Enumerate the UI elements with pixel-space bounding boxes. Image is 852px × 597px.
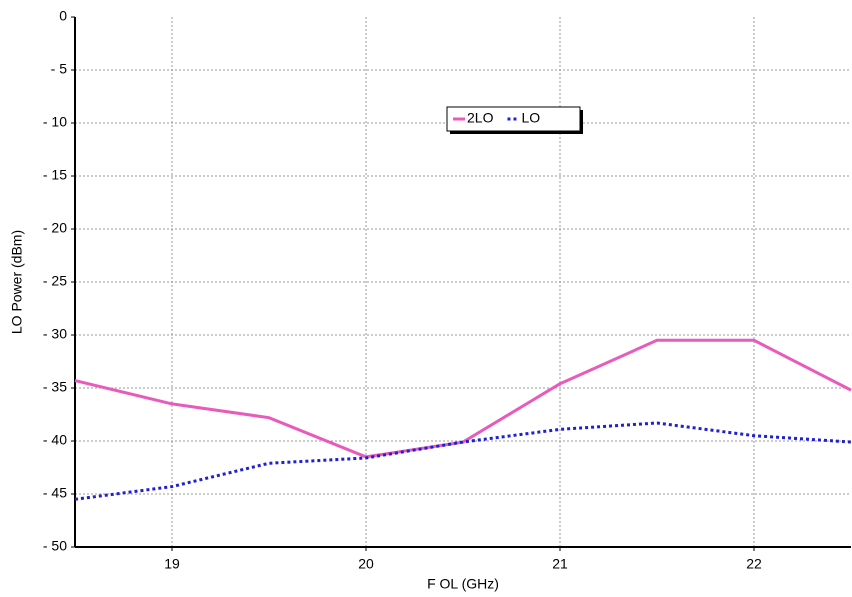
legend-label: LO bbox=[521, 110, 540, 126]
x-tick-label: 20 bbox=[358, 556, 374, 572]
x-tick-label: 22 bbox=[746, 556, 762, 572]
y-tick-label: - 15 bbox=[43, 167, 67, 183]
y-tick-label: - 5 bbox=[51, 61, 68, 77]
legend: 2LO LO bbox=[446, 106, 583, 134]
y-tick-label: - 20 bbox=[43, 220, 67, 236]
y-tick-label: - 30 bbox=[43, 326, 67, 342]
y-axis-label: LO Power (dBm) bbox=[9, 230, 25, 334]
series-line bbox=[74, 421, 852, 501]
legend-label: 2LO bbox=[467, 110, 494, 126]
x-axis-label: F OL (GHz) bbox=[427, 576, 499, 592]
y-tick-label: - 35 bbox=[43, 379, 67, 395]
x-tick-label: 21 bbox=[552, 556, 568, 572]
y-tick-label: 0 bbox=[59, 8, 67, 24]
y-tick-label: - 45 bbox=[43, 485, 67, 501]
y-tick-label: - 25 bbox=[43, 273, 67, 289]
y-tick-label: - 40 bbox=[43, 432, 67, 448]
x-tick-label: 19 bbox=[164, 556, 180, 572]
y-tick-label: - 10 bbox=[43, 114, 67, 130]
series-line bbox=[74, 338, 852, 459]
y-tick-label: - 50 bbox=[43, 538, 67, 554]
